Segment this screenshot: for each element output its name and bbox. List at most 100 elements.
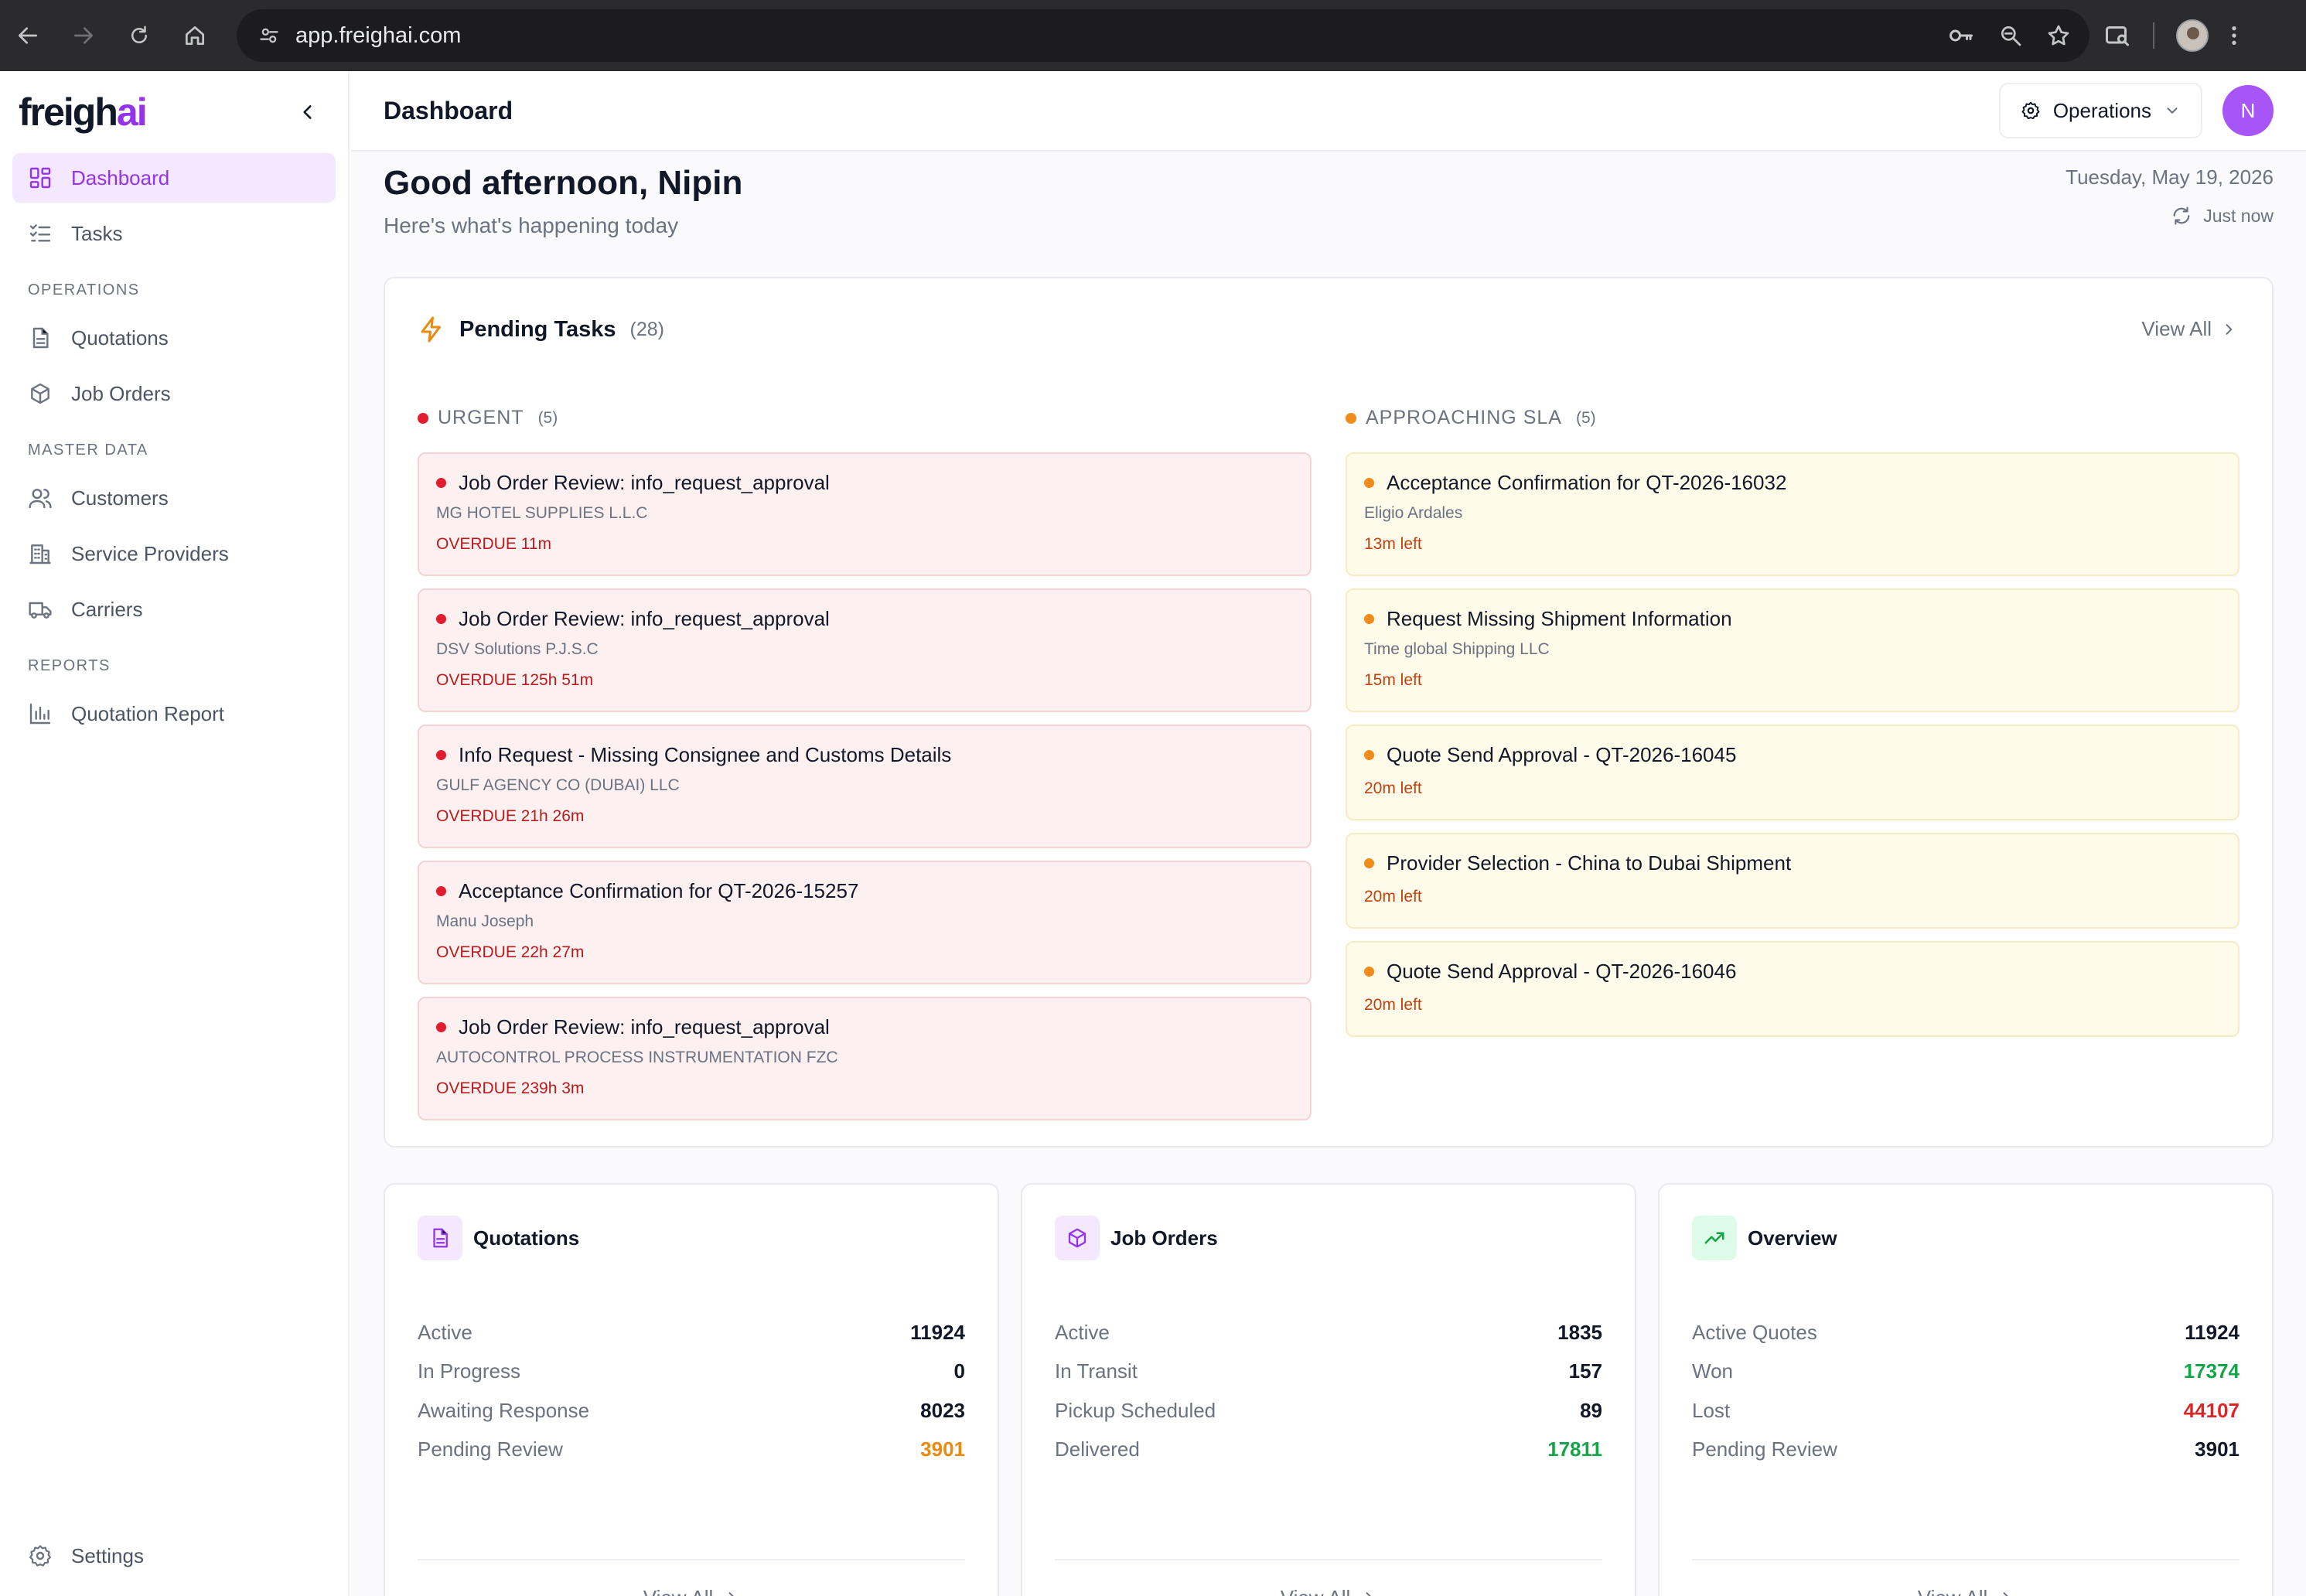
view-all-label: View All: [643, 1586, 714, 1596]
sidebar-item-job-orders[interactable]: Job Orders: [12, 369, 336, 418]
stat-row: Delivered 17811: [1055, 1431, 1602, 1470]
sidebar-item-quotation-report[interactable]: Quotation Report: [12, 689, 336, 738]
stat-label: Pickup Scheduled: [1055, 1398, 1216, 1422]
chevron-left-icon: [303, 105, 312, 119]
task-title: Acceptance Confirmation for QT-2026-1525…: [459, 879, 859, 902]
view-all-label: View All: [2141, 317, 2212, 340]
stat-label: Pending Review: [1692, 1437, 1837, 1461]
sidebar-item-carriers[interactable]: Carriers: [12, 585, 336, 634]
task-card[interactable]: Info Request - Missing Consignee and Cus…: [418, 725, 1312, 848]
kebab-menu-icon[interactable]: [2230, 23, 2238, 48]
star-icon[interactable]: [2046, 23, 2071, 48]
refresh-button[interactable]: Just now: [2066, 205, 2274, 227]
reload-button[interactable]: [111, 0, 167, 71]
stat-row: In Transit 157: [1055, 1352, 1602, 1392]
task-card[interactable]: Acceptance Confirmation for QT-2026-1525…: [418, 861, 1312, 984]
building-icon: [26, 540, 54, 568]
task-status: OVERDUE 11m: [436, 535, 551, 553]
approaching-sla-title: APPROACHING SLA: [1366, 407, 1562, 428]
task-card[interactable]: Provider Selection - China to Dubai Ship…: [1346, 833, 2239, 929]
sidebar-item-service-providers[interactable]: Service Providers: [12, 529, 336, 578]
task-card[interactable]: Quote Send Approval - QT-2026-16045 20m …: [1346, 725, 2239, 820]
sidebar-item-tasks[interactable]: Tasks: [12, 209, 336, 258]
stat-label: Active: [418, 1320, 472, 1344]
task-card[interactable]: Job Order Review: info_request_approval …: [418, 452, 1312, 576]
stat-value: 44107: [2183, 1398, 2239, 1422]
site-settings-icon[interactable]: [249, 25, 289, 46]
sidebar-item-quotations[interactable]: Quotations: [12, 313, 336, 363]
overview-summary-card: Overview Active Quotes 11924 Won 17374 Los…: [1658, 1183, 2274, 1596]
stat-value: 0: [953, 1359, 965, 1383]
forward-button[interactable]: [56, 0, 111, 71]
stat-row: Pending Review 3901: [418, 1431, 965, 1470]
app-logo[interactable]: freighai: [19, 90, 148, 135]
task-company: DSV Solutions P.J.S.C: [436, 640, 599, 658]
collapse-sidebar-button[interactable]: [292, 97, 323, 128]
zoom-icon[interactable]: [1998, 23, 2023, 48]
user-avatar[interactable]: N: [2222, 85, 2274, 136]
home-icon: [186, 26, 204, 45]
task-card[interactable]: Acceptance Confirmation for QT-2026-1603…: [1346, 452, 2239, 576]
task-title: Provider Selection - China to Dubai Ship…: [1387, 851, 1792, 875]
section-title-reports: REPORTS: [28, 657, 111, 674]
status-dot: [436, 614, 446, 624]
chevron-right-icon: [2003, 1592, 2009, 1596]
overview-view-all[interactable]: View All: [1692, 1559, 2239, 1596]
pending-tasks-card: Pending Tasks (28) View All URGENT (5) J…: [384, 277, 2274, 1148]
address-bar[interactable]: app.freighai.com: [237, 9, 2089, 62]
status-dot: [1364, 478, 1374, 488]
task-card[interactable]: Quote Send Approval - QT-2026-16046 20m …: [1346, 941, 2239, 1037]
stat-value: 3901: [920, 1437, 965, 1461]
task-card[interactable]: Job Order Review: info_request_approval …: [418, 588, 1312, 712]
sidebar-item-customers[interactable]: Customers: [12, 473, 336, 523]
tasks-icon: [26, 220, 54, 247]
sidebar-item-settings[interactable]: Settings: [12, 1531, 336, 1581]
stat-label: Lost: [1692, 1398, 1731, 1422]
task-status: OVERDUE 22h 27m: [436, 943, 585, 961]
status-dot: [436, 750, 446, 760]
pending-tasks-view-all[interactable]: View All: [2141, 317, 2236, 341]
status-dot: [1364, 750, 1374, 760]
sidebar-item-label: Tasks: [71, 221, 123, 245]
job-orders-view-all[interactable]: View All: [1055, 1559, 1602, 1596]
approaching-sla-column: APPROACHING SLA (5) Acceptance Confirmat…: [1346, 407, 2239, 1049]
stat-row: In Progress 0: [418, 1352, 965, 1392]
task-card[interactable]: Request Missing Shipment Information Tim…: [1346, 588, 2239, 712]
urgent-title: URGENT: [438, 407, 524, 428]
stat-label: Delivered: [1055, 1437, 1140, 1461]
profile-avatar[interactable]: [2176, 19, 2209, 52]
tab-search-icon[interactable]: [2103, 22, 2131, 49]
task-title: Info Request - Missing Consignee and Cus…: [459, 743, 952, 766]
quotations-view-all[interactable]: View All: [418, 1559, 965, 1596]
task-card[interactable]: Job Order Review: info_request_approval …: [418, 997, 1312, 1120]
status-dot: [436, 1022, 446, 1032]
stat-value: 3901: [2195, 1437, 2239, 1461]
stat-row: Lost 44107: [1692, 1391, 2239, 1431]
sidebar-item-label: Job Orders: [71, 381, 171, 405]
logo-accent-text: ai: [116, 90, 148, 134]
stat-label: In Progress: [418, 1359, 520, 1383]
role-switcher[interactable]: Operations: [1998, 83, 2202, 138]
url-text[interactable]: app.freighai.com: [295, 22, 462, 48]
sidebar-item-dashboard[interactable]: Dashboard: [12, 153, 336, 203]
stat-label: Active: [1055, 1320, 1110, 1344]
key-icon[interactable]: [1947, 22, 1975, 49]
greeting-title: Good afternoon, Nipin: [384, 164, 743, 202]
sidebar-nav: Dashboard Tasks OPERATIONS Quotations Jo…: [0, 153, 348, 738]
last-updated-label: Just now: [2203, 205, 2274, 226]
task-status: 15m left: [1364, 671, 1422, 689]
document-icon: [418, 1216, 462, 1260]
section-title-operations: OPERATIONS: [28, 281, 140, 298]
task-company: AUTOCONTROL PROCESS INSTRUMENTATION FZC: [436, 1049, 838, 1066]
gear-icon: [26, 1542, 54, 1570]
trending-up-icon: [1692, 1216, 1737, 1260]
back-button[interactable]: [0, 0, 56, 71]
home-button[interactable]: [167, 0, 223, 71]
stat-row: Pending Review 3901: [1692, 1431, 2239, 1470]
card-title: Overview: [1748, 1226, 1837, 1250]
chevron-down-icon: [2167, 107, 2178, 114]
sidebar-item-label: Service Providers: [71, 541, 229, 565]
stat-label: Active Quotes: [1692, 1320, 1817, 1344]
task-title: Acceptance Confirmation for QT-2026-1603…: [1387, 471, 1787, 494]
stat-value: 8023: [920, 1398, 965, 1422]
